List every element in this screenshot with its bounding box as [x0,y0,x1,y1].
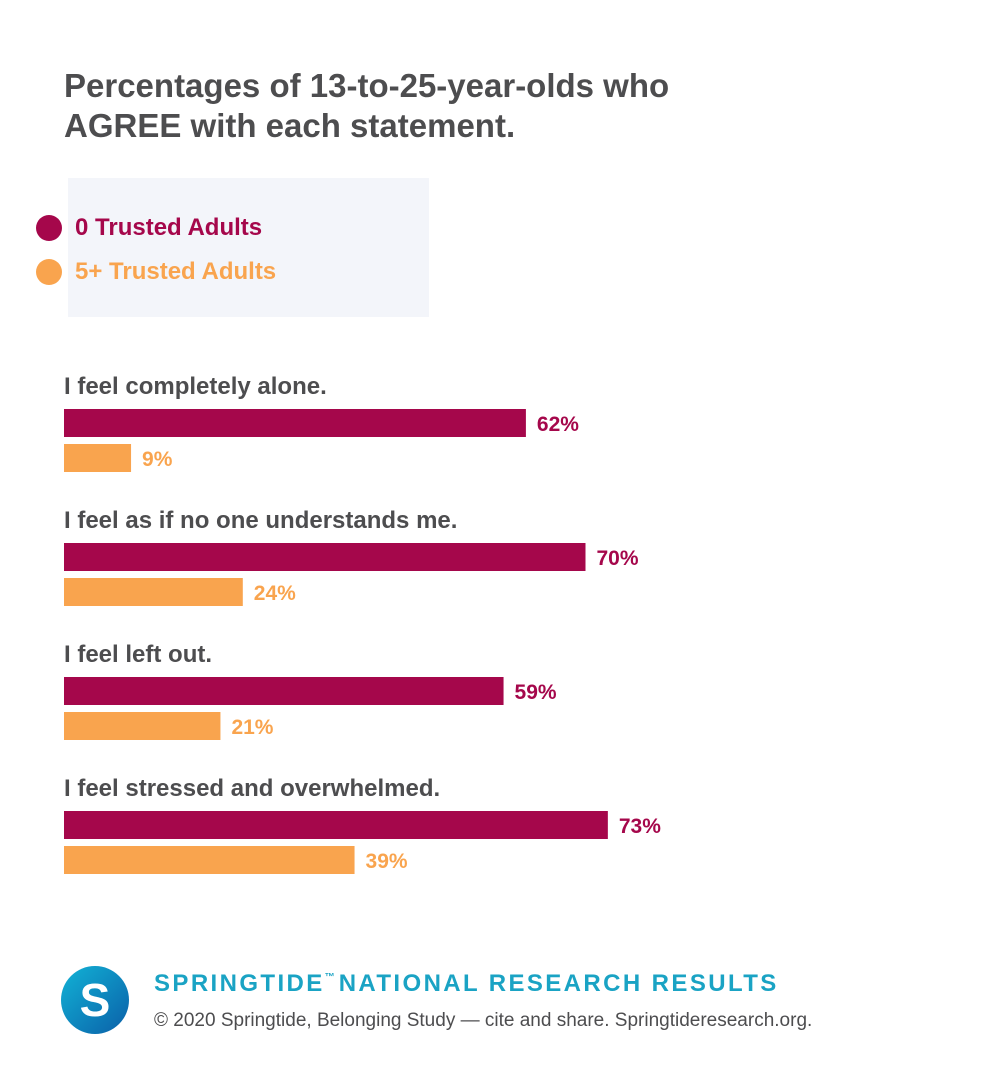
legend-item-5-plus-trusted-adults: 5+ Trusted Adults [36,257,276,287]
category-label: I feel as if no one understands me. [64,507,457,534]
legend-marker-0-trusted-adults [36,215,62,241]
footer-heading: SPRINGTIDE™ NATIONAL RESEARCH RESULTS [154,970,779,998]
data-label: 24% [254,582,296,605]
bar-5-plus-trusted-adults [64,578,243,606]
data-label: 9% [142,448,173,471]
data-label: 39% [366,850,408,873]
legend-label-0-trusted-adults: 0 Trusted Adults [75,214,263,241]
category-label: I feel completely alone. [64,373,327,400]
logo-letter: S [80,974,111,1026]
data-label: 59% [515,681,557,704]
bar-0-trusted-adults [64,677,504,705]
data-label: 21% [231,716,273,739]
category-label: I feel stressed and overwhelmed. [64,775,440,802]
footer-brand: SPRINGTIDE [154,970,325,997]
bar-0-trusted-adults [64,811,608,839]
springtide-s-logo-icon: S [61,966,129,1034]
category-label: I feel left out. [64,641,212,668]
bar-0-trusted-adults [64,543,586,571]
footer-heading-rest: NATIONAL RESEARCH RESULTS [338,970,779,997]
legend-panel [68,178,429,317]
bar-5-plus-trusted-adults [64,444,132,472]
bar-5-plus-trusted-adults [64,712,221,740]
legend-item-0-trusted-adults: 0 Trusted Adults [36,213,262,243]
legend-label-5-plus-trusted-adults: 5+ Trusted Adults [75,258,277,285]
chart-title: Percentages of 13-to-25-year-olds who AG… [64,67,670,144]
data-label: 73% [619,815,661,838]
legend-marker-5-plus-trusted-adults [36,259,62,285]
footer-credit: © 2020 Springtide, Belonging Study — cit… [154,1010,813,1031]
bar-chart: I feel completely alone. 62% 9% I feel as i… [64,373,661,874]
bar-0-trusted-adults [64,409,526,437]
trademark-mark: ™ [324,972,335,983]
data-label: 62% [537,413,579,436]
bar-5-plus-trusted-adults [64,846,355,874]
data-label: 70% [597,547,639,570]
